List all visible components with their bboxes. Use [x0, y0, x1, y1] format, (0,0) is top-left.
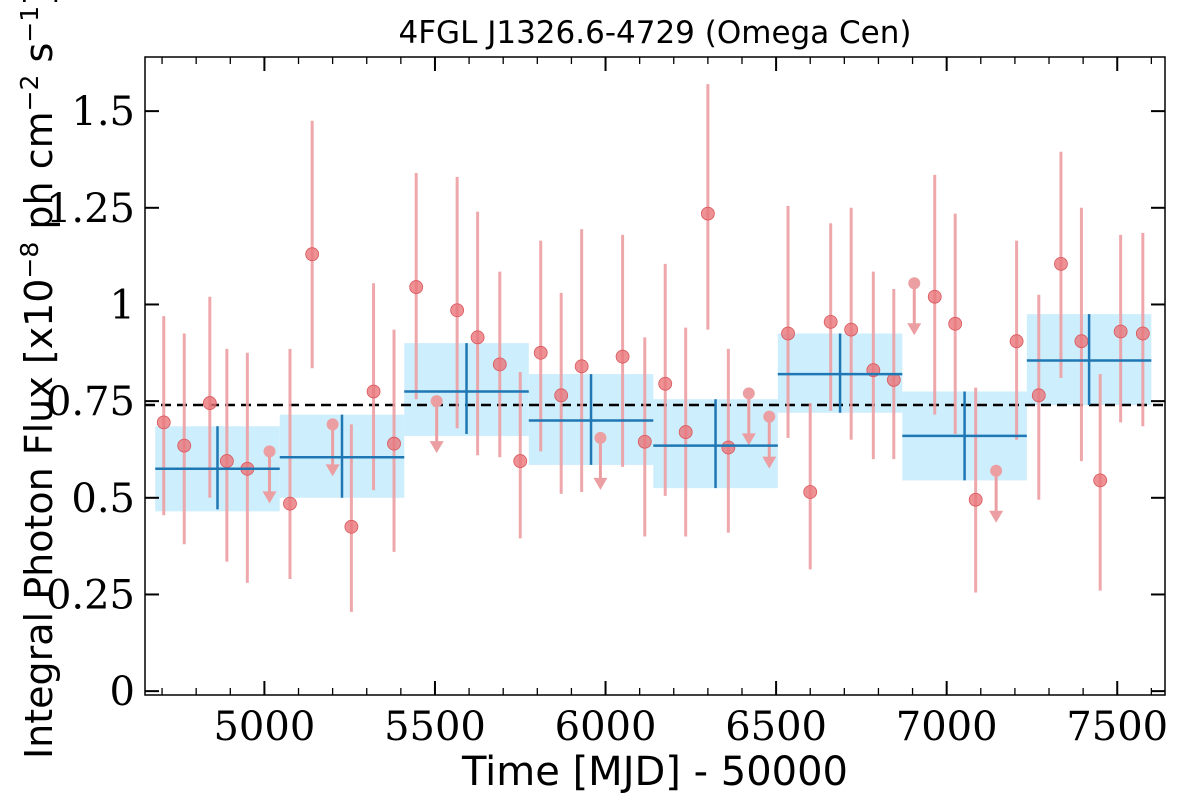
- y-label-mid-2: s: [17, 43, 61, 75]
- y-label-exp-3: −1: [15, 6, 44, 43]
- y-label-exp-1: −8: [15, 242, 44, 279]
- upper-limit-arrow-1: [325, 464, 340, 477]
- y-tick-label-4: 1: [110, 282, 135, 328]
- data-point-24: [781, 326, 795, 341]
- data-point-13: [492, 357, 507, 372]
- data-point-7: [344, 519, 359, 534]
- x-tick-label-2: 6000: [555, 704, 657, 750]
- data-point-20: [658, 376, 673, 391]
- data-point-11: [450, 303, 465, 318]
- data-point-23: [721, 440, 736, 455]
- x-tick-label-5: 7500: [1066, 704, 1168, 750]
- data-point-32: [968, 492, 983, 507]
- data-point-19: [637, 434, 652, 449]
- y-tick-label-0: 0: [110, 669, 135, 715]
- data-point-0: [156, 415, 171, 430]
- upper-limit-point-0: [263, 445, 276, 458]
- y-label-mid: ph cm: [17, 111, 61, 241]
- data-point-6: [305, 247, 320, 262]
- upper-limit-arrow-2: [429, 441, 444, 454]
- x-tick-label-0: 5000: [213, 704, 315, 750]
- upper-limit-arrow-3: [593, 477, 608, 490]
- x-tick-label-3: 6500: [725, 704, 827, 750]
- data-point-34: [1031, 388, 1046, 403]
- x-tick-label-1: 5500: [384, 704, 486, 750]
- data-point-21: [678, 425, 693, 439]
- data-point-2: [202, 396, 217, 410]
- data-point-18: [615, 349, 630, 364]
- upper-limit-arrow-7: [989, 510, 1004, 523]
- y-label-prefix: Integral Photon Flux [x10: [17, 279, 61, 760]
- data-point-1: [177, 438, 192, 453]
- y-tick-label-1: 0.25: [46, 572, 135, 618]
- data-point-31: [948, 316, 963, 331]
- axes-frame: [144, 56, 1166, 696]
- data-point-15: [533, 345, 548, 360]
- data-point-38: [1113, 324, 1128, 339]
- upper-limit-point-7: [990, 464, 1003, 477]
- y-label-exp-2: −2: [15, 75, 44, 112]
- data-point-36: [1074, 334, 1089, 349]
- data-point-3: [219, 454, 234, 468]
- y-tick-label-5: 1.25: [46, 186, 135, 232]
- chart-title: 4FGL J1326.6-4729 (Omega Cen): [399, 15, 912, 51]
- data-point-16: [554, 388, 569, 403]
- upper-limit-point-2: [430, 395, 443, 408]
- data-point-25: [803, 485, 818, 499]
- y-label-suffix: ]: [17, 0, 61, 6]
- upper-limit-arrow-5: [762, 456, 777, 469]
- plot-area: 5000 5500 6000 6500 7000 7500 0 0.25 0.5 0.75 1 1.2…: [46, 56, 1168, 750]
- upper-limit-point-5: [763, 410, 776, 423]
- data-point-35: [1054, 256, 1068, 271]
- data-point-8: [366, 384, 381, 399]
- y-axis-label: Integral Photon Flux [x10−8 ph cm−2 s−1]: [15, 0, 61, 759]
- data-point-27: [844, 322, 859, 337]
- upper-limit-arrow-4: [741, 433, 756, 446]
- x-tick-label-4: 7000: [896, 704, 998, 750]
- upper-limit-point-3: [594, 431, 607, 444]
- data-point-17: [574, 359, 589, 374]
- x-axis-label: Time [MJD] - 50000: [461, 749, 848, 795]
- data-point-22: [700, 206, 715, 221]
- data-point-37: [1093, 473, 1108, 488]
- data-point-5: [283, 496, 297, 511]
- upper-limit-point-1: [326, 418, 339, 431]
- data-point-26: [823, 314, 838, 329]
- data-point-39: [1135, 326, 1150, 341]
- data-point-33: [1009, 334, 1024, 349]
- data-point-10: [409, 280, 424, 294]
- upper-limit-point-4: [742, 387, 755, 400]
- data-point-9: [387, 436, 401, 451]
- data-point-14: [513, 454, 528, 468]
- y-tick-label-3: 0.75: [46, 379, 135, 425]
- y-tick-label-6: 1.5: [71, 89, 135, 135]
- data-point-12: [470, 330, 485, 345]
- upper-limit-arrow-6: [907, 323, 922, 336]
- data-point-30: [927, 289, 942, 304]
- upper-limit-arrow-0: [262, 491, 277, 504]
- upper-limit-point-6: [908, 277, 921, 290]
- y-tick-label-2: 0.5: [71, 476, 135, 522]
